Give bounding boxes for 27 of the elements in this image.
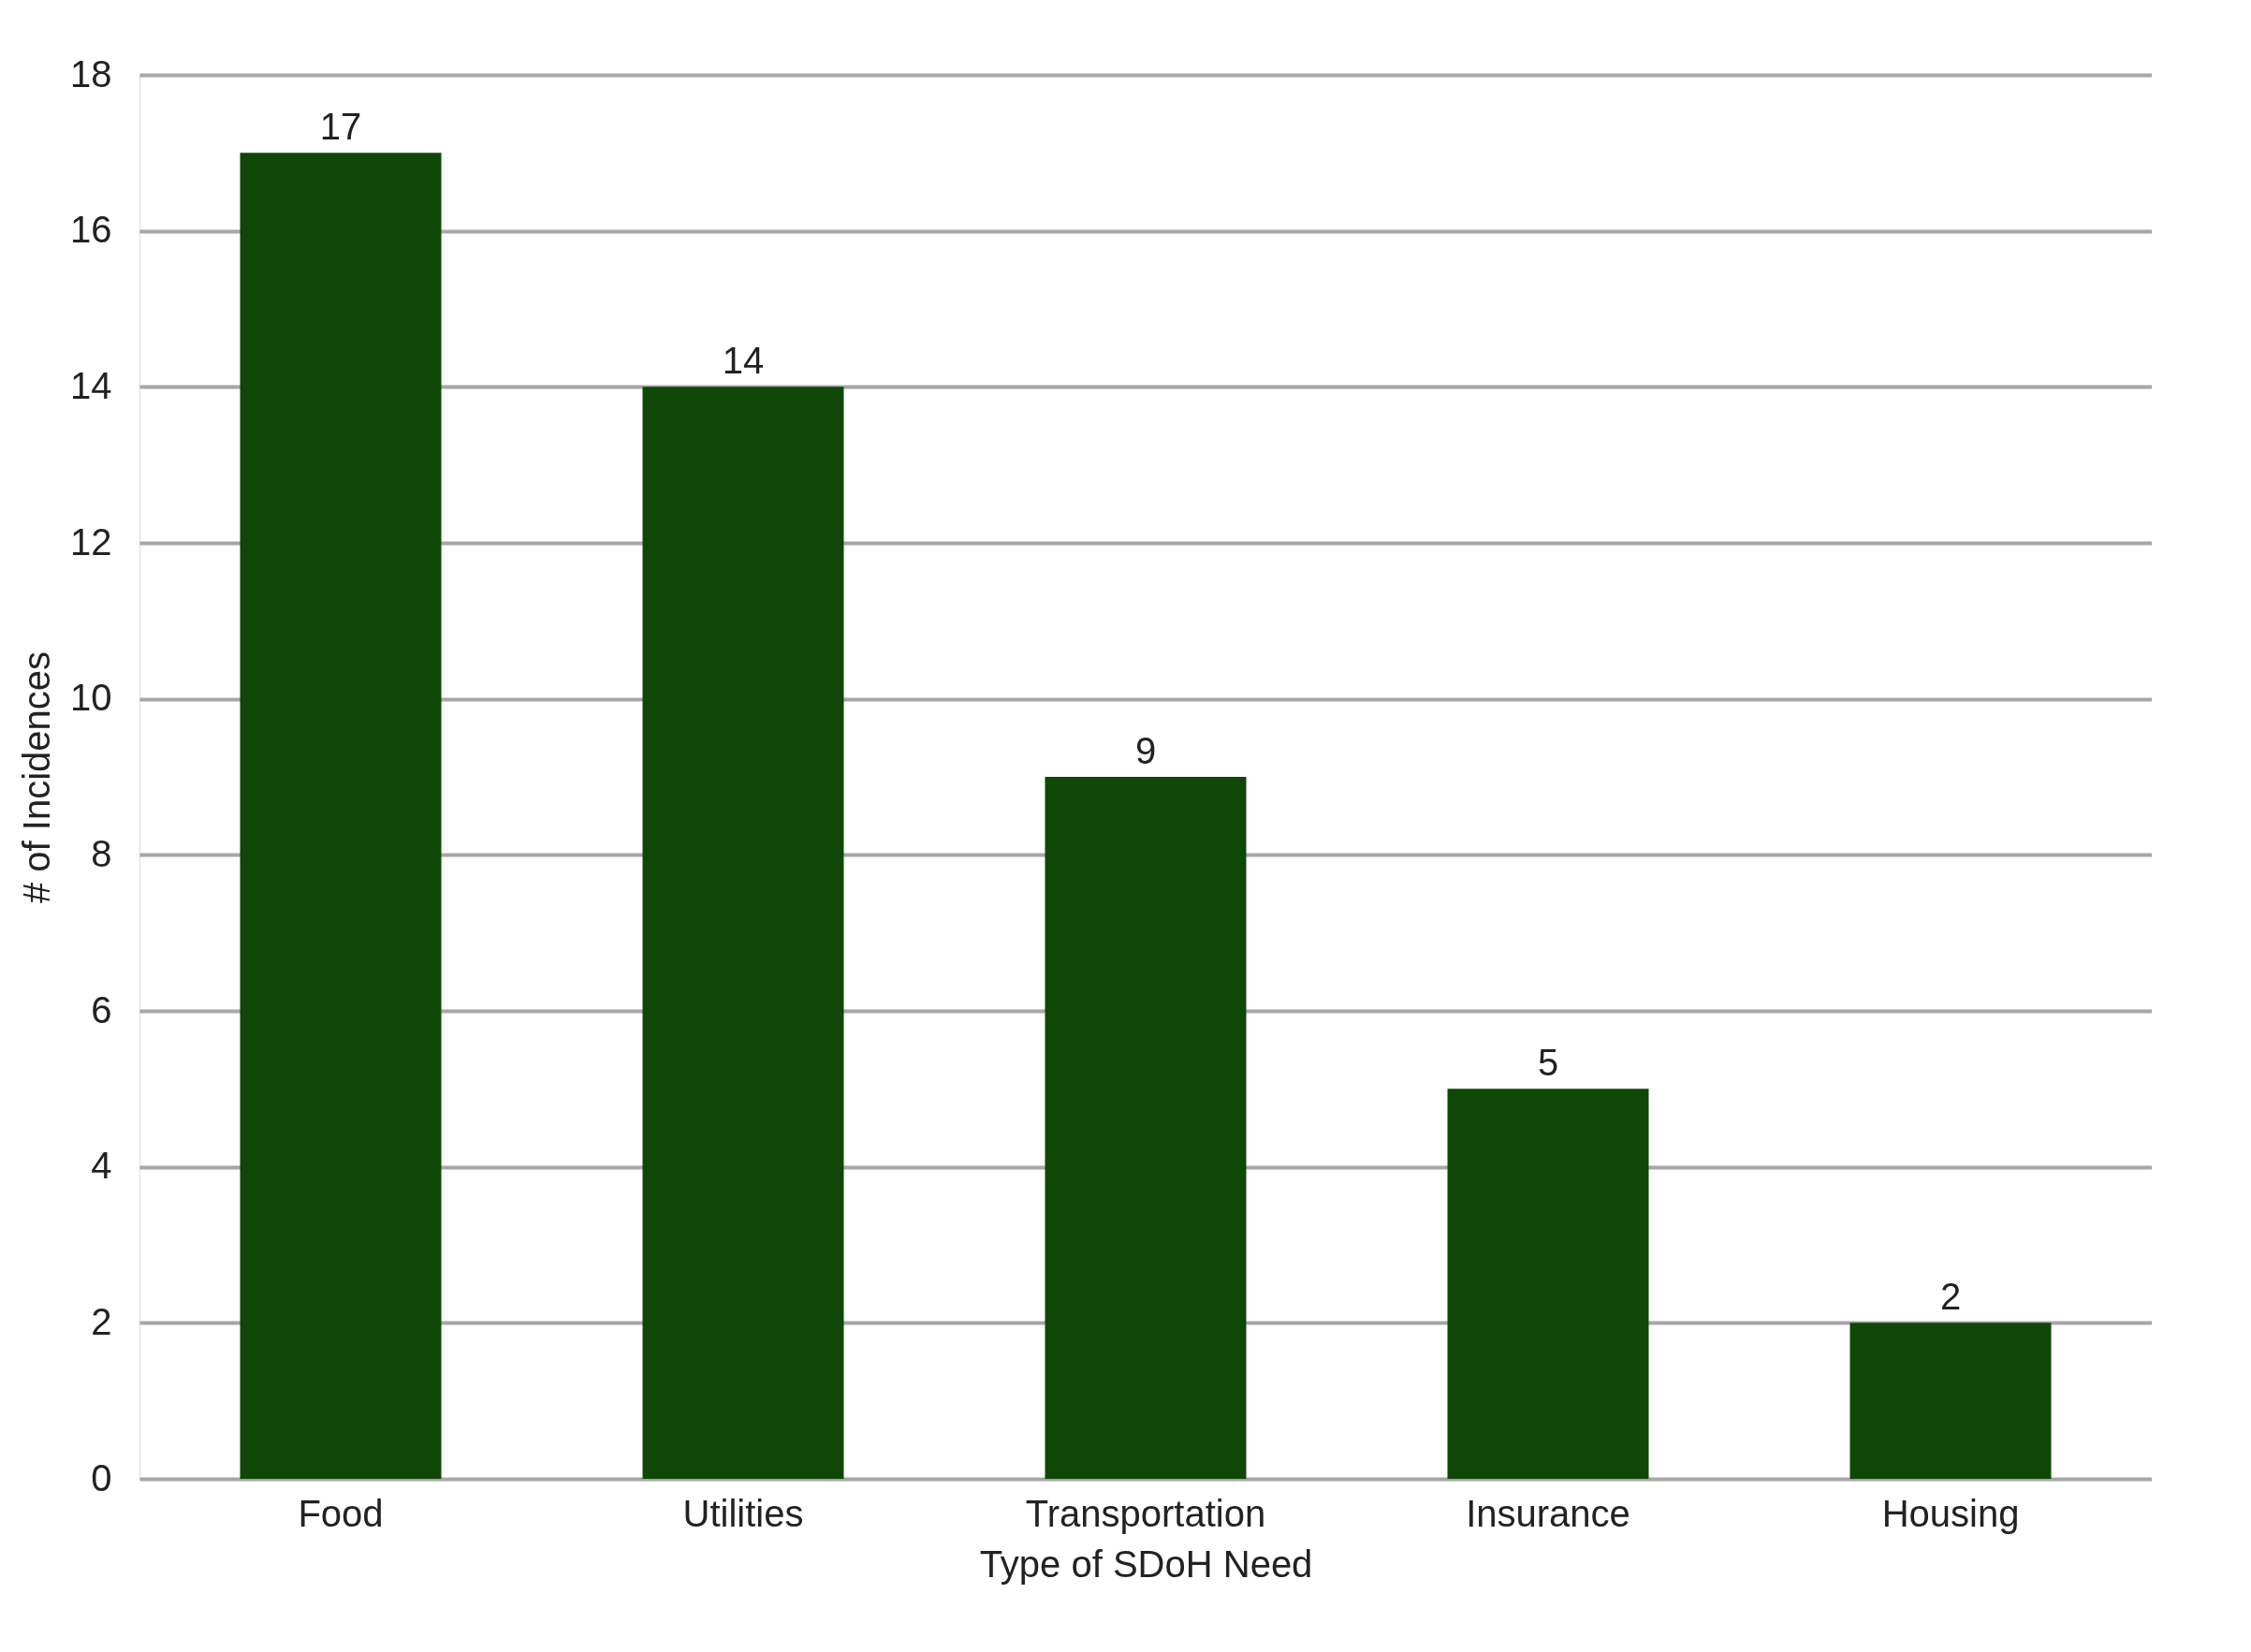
y-tick-label: 18	[70, 52, 112, 95]
x-axis-title: Type of SDoH Need	[979, 1542, 1313, 1585]
bar	[240, 153, 442, 1479]
bar	[1045, 777, 1247, 1479]
x-tick-label: Housing	[1881, 1492, 2020, 1534]
data-label: 9	[1134, 730, 1157, 771]
bar	[1447, 1089, 1649, 1479]
y-tick-label: 14	[70, 364, 112, 406]
x-tick-label: Utilities	[682, 1492, 804, 1534]
data-label: 17	[319, 106, 362, 148]
y-tick-label: 8	[91, 832, 112, 874]
data-label: 5	[1537, 1042, 1559, 1084]
x-tick-label: Food	[298, 1492, 384, 1534]
y-tick-label: 2	[91, 1300, 112, 1342]
y-tick-label: 6	[91, 988, 112, 1031]
x-tick-label: Transportation	[1025, 1492, 1266, 1534]
bar	[1849, 1323, 2052, 1479]
x-tick-label: Insurance	[1466, 1492, 1630, 1534]
data-label: 14	[722, 340, 765, 382]
bar	[642, 387, 844, 1479]
data-label: 2	[1939, 1276, 1962, 1318]
y-tick-label: 10	[70, 677, 112, 719]
y-axis-title: # of Incidences	[16, 651, 58, 904]
y-tick-label: 16	[70, 209, 112, 251]
y-tick-label: 4	[91, 1145, 112, 1187]
y-tick-label: 0	[91, 1456, 112, 1498]
y-tick-label: 12	[70, 520, 112, 563]
